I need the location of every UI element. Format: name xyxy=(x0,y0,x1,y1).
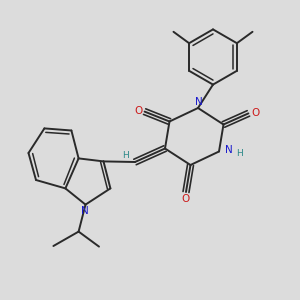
Text: H: H xyxy=(122,151,129,160)
Text: O: O xyxy=(134,106,142,116)
Text: O: O xyxy=(182,194,190,204)
Text: N: N xyxy=(225,145,232,155)
Text: H: H xyxy=(236,148,243,158)
Text: N: N xyxy=(81,206,89,216)
Text: O: O xyxy=(251,107,259,118)
Text: N: N xyxy=(195,97,203,107)
